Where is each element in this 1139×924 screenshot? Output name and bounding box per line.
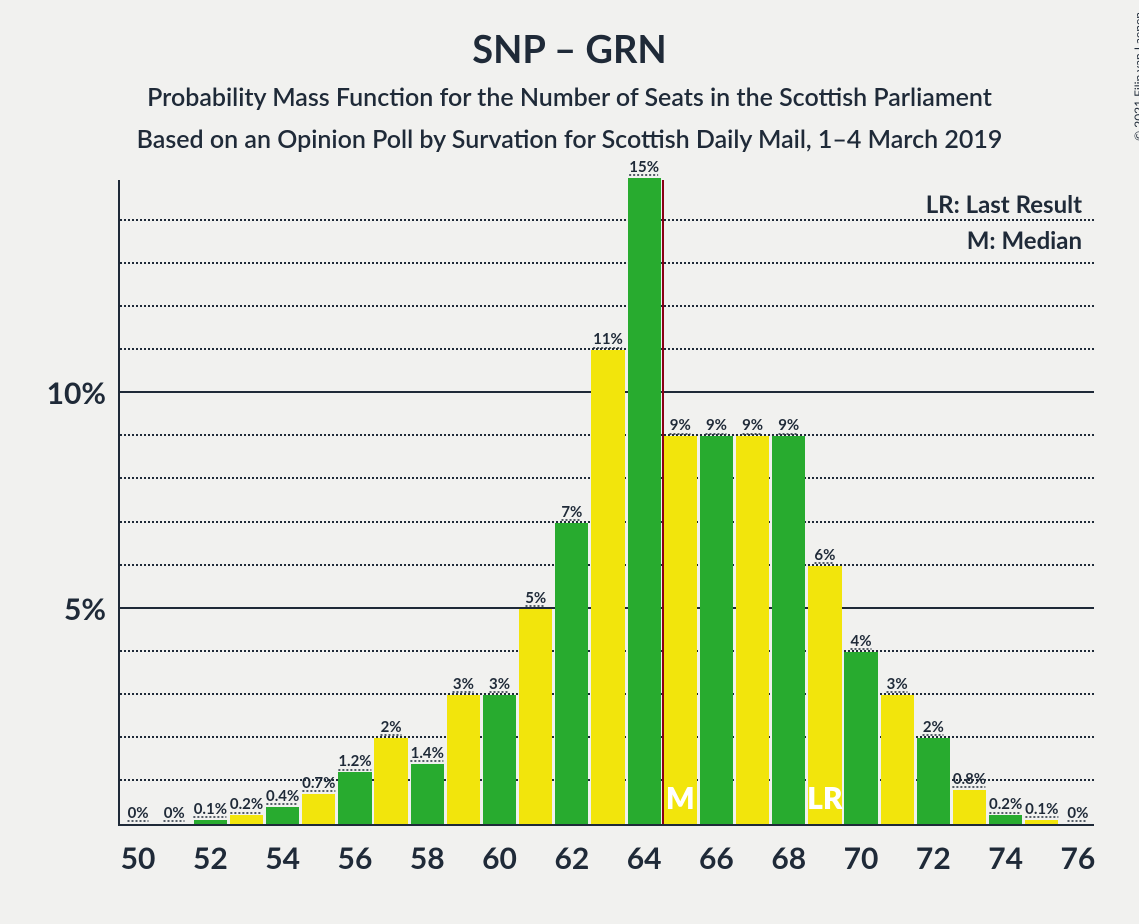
bar-value-label: 4% [851,632,872,652]
bar: 11% [591,350,624,824]
bar: 9% [772,436,805,824]
bar: 1.2% [338,772,371,824]
bar: 0.1% [1025,820,1058,824]
plot-area: 5%10%0%0%0.1%0.2%0.4%0.7%1.2%2%1.4%3%3%5… [118,180,1094,826]
bar: 1.4% [411,764,444,824]
gridline-minor [120,219,1094,221]
bar-value-label: 9% [778,416,799,436]
bar: 0.7% [302,794,335,824]
x-tick-label: 76 [1061,824,1096,876]
x-tick-label: 72 [916,824,951,876]
x-tick-label: 60 [482,824,517,876]
x-tick-label: 62 [554,824,589,876]
x-tick-label: 64 [627,824,662,876]
x-tick-label: 50 [121,824,156,876]
plot: 5%10%0%0%0.1%0.2%0.4%0.7%1.2%2%1.4%3%3%5… [118,180,1094,826]
bar: 0.2% [230,815,263,824]
bar-value-label: 2% [923,718,944,738]
bar-value-label: 11% [593,330,623,350]
gridline-minor [120,305,1094,307]
bar-value-label: 9% [742,416,763,436]
bar: 2% [374,738,407,824]
chart-subtitle-1: Probability Mass Function for the Number… [0,82,1139,112]
overlay-label: LR [807,780,842,816]
copyright-text: © 2021 Filip van Laenen [1131,12,1139,141]
bar-value-label: 1.4% [411,744,444,764]
chart-title: SNP – GRN [0,26,1139,72]
bar-value-label: 9% [670,416,691,436]
x-tick-label: 58 [410,824,445,876]
bar: 2% [917,738,950,824]
bar-value-label: 0.1% [1025,800,1058,820]
legend-item: LR: Last Result [926,190,1082,219]
bar-value-label: 0% [164,804,185,824]
bar: 15% [628,178,661,824]
bar: 3% [881,695,914,824]
bar: 0.2% [989,815,1022,824]
y-tick-label: 10% [47,375,120,411]
bar-value-label: 9% [706,416,727,436]
bar-value-label: 7% [561,503,582,523]
x-tick-label: 52 [193,824,228,876]
bar-value-label: 0.7% [302,774,335,794]
bar: 7% [555,523,588,824]
bar-value-label: 0.2% [230,795,263,815]
x-tick-label: 68 [771,824,806,876]
x-tick-label: 70 [844,824,879,876]
overlay-label: M [666,780,695,816]
bar: 5% [519,609,552,824]
bar-value-label: 6% [814,546,835,566]
bar: 3% [483,695,516,824]
bar-value-label: 3% [453,675,474,695]
bar-value-label: 1.2% [338,752,371,772]
gridline-minor [120,262,1094,264]
bar-value-label: 2% [381,718,402,738]
median-line [662,180,664,824]
bar: 9% [700,436,733,824]
bar-value-label: 3% [489,675,510,695]
bar: 9% [664,436,697,824]
bar-value-label: 0.4% [266,787,299,807]
x-tick-label: 66 [699,824,734,876]
bar-value-label: 0% [128,804,149,824]
chart-subtitle-2: Based on an Opinion Poll by Survation fo… [0,124,1139,154]
y-tick-label: 5% [64,591,120,627]
bar-value-label: 5% [525,589,546,609]
x-tick-label: 74 [988,824,1023,876]
bar: 9% [736,436,769,824]
bar-value-label: 0.8% [953,770,986,790]
bar-value-label: 0.2% [989,795,1022,815]
bar-value-label: 15% [629,158,659,178]
bar-value-label: 0% [1067,804,1088,824]
x-tick-label: 54 [265,824,300,876]
x-tick-label: 56 [338,824,373,876]
bar-value-label: 0.1% [194,800,227,820]
bar: 0.4% [266,807,299,824]
bar: 3% [447,695,480,824]
bar: 0.8% [953,790,986,824]
bar-value-label: 3% [887,675,908,695]
legend-item: M: Median [967,226,1082,255]
bar: 4% [844,652,877,824]
